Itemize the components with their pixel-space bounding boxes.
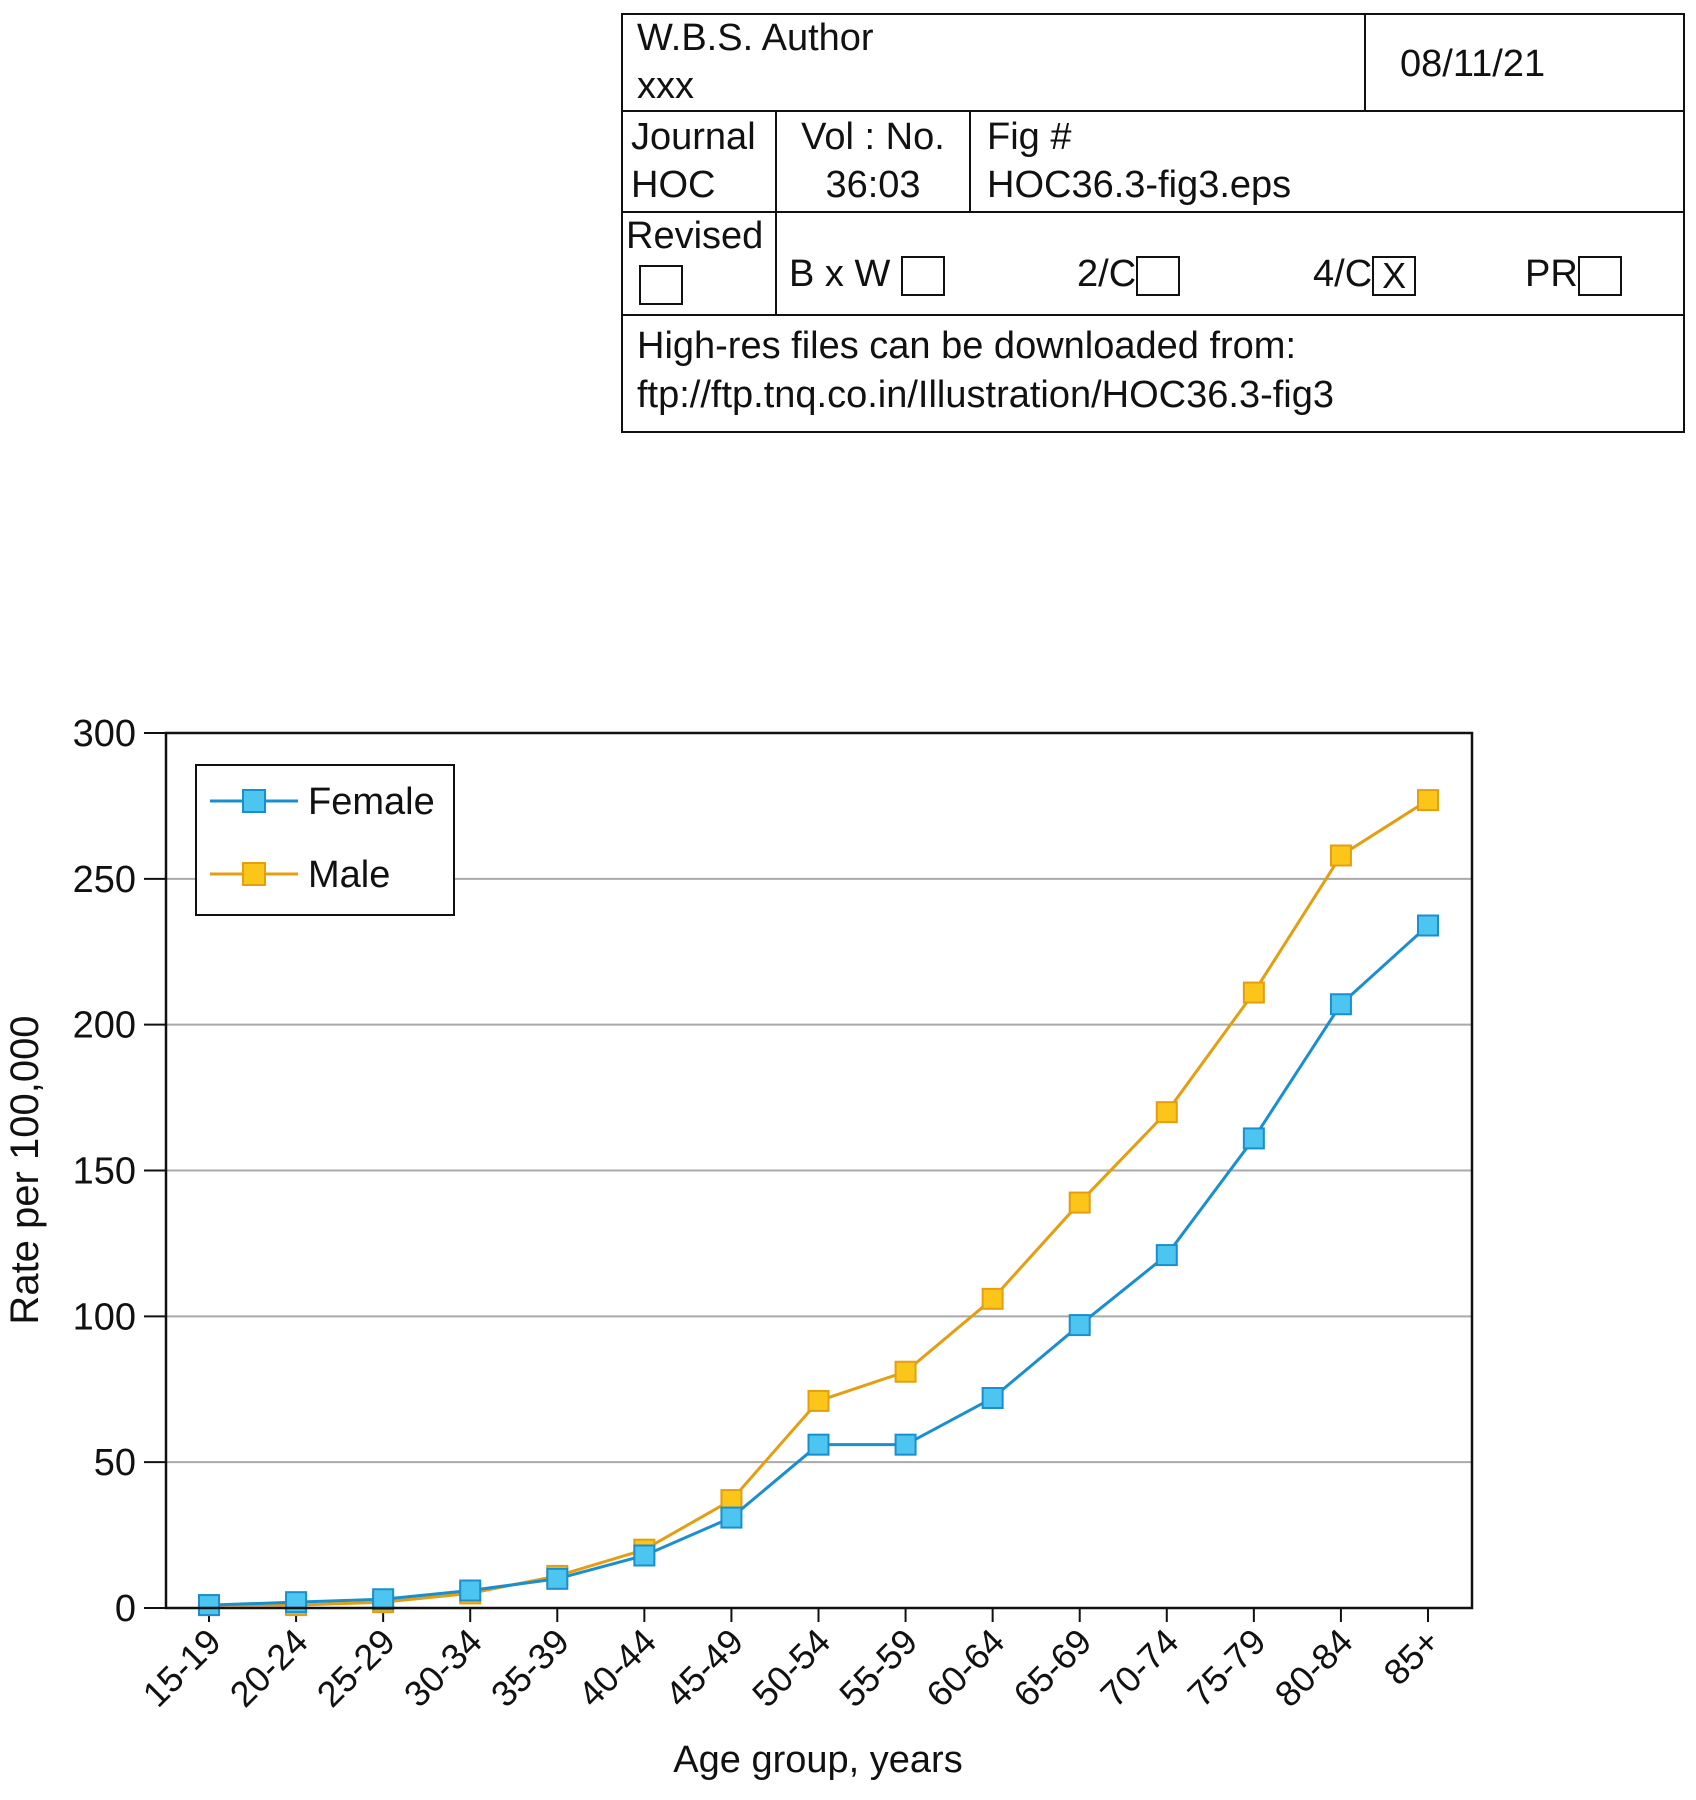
x-tick-label: 75-79 <box>1179 1621 1273 1715</box>
x-tick-label: 25-29 <box>309 1621 403 1715</box>
female-data-point <box>1068 1314 1091 1337</box>
line-chart: 0 50 100 150 200 250 300 15-1920-2425-2930-343… <box>3 713 1474 1781</box>
male-data-point <box>1417 789 1439 812</box>
x-tick-label: 30-34 <box>396 1621 490 1715</box>
download-line-2[interactable]: ftp://ftp.tnq.co.in/Illustration/HOC36.3… <box>637 374 1335 417</box>
male-data-point <box>1155 1101 1178 1124</box>
female-data-point <box>1417 914 1439 937</box>
option-2c-label: 2/C <box>1077 253 1137 295</box>
male-data-point <box>981 1287 1004 1310</box>
option-2c: 2/C <box>1077 251 1181 299</box>
y-tick-label: 300 <box>73 713 136 755</box>
author-cell: W.B.S. Author xxx <box>637 15 874 110</box>
plot-area-frame <box>164 731 1474 1610</box>
proof-row-journal: Journal HOC Vol : No. 36:03 Fig # HOC36.… <box>623 112 1683 213</box>
option-pr-label: PR <box>1525 253 1578 295</box>
male-data-point <box>1242 981 1265 1004</box>
x-tick-label: 60-64 <box>918 1621 1012 1715</box>
option-pr: PR <box>1525 251 1622 299</box>
option-bxw: B x W <box>789 251 945 299</box>
x-tick-label: 35-39 <box>483 1621 577 1715</box>
female-data-point <box>1242 1127 1265 1150</box>
female-data-point <box>1329 993 1352 1016</box>
legend-female-marker <box>242 789 266 813</box>
male-data-point <box>1068 1191 1091 1214</box>
legend: Female Male <box>195 764 455 916</box>
proof-info-box: W.B.S. Author xxx 08/11/21 Journal HOC V… <box>621 13 1685 433</box>
x-tick-label: 15-19 <box>135 1621 229 1715</box>
x-tick-label: 45-49 <box>657 1621 751 1715</box>
y-tick-label: 0 <box>115 1588 136 1630</box>
female-data-point <box>633 1544 656 1567</box>
gridlines <box>166 877 1472 1464</box>
journal-value: HOC <box>631 163 716 206</box>
female-data-point <box>372 1588 395 1611</box>
x-tick-label: 80-84 <box>1266 1621 1360 1715</box>
female-data-point <box>459 1579 482 1602</box>
female-data-point <box>981 1387 1004 1409</box>
female-series-line <box>208 924 1430 1607</box>
proof-date: 08/11/21 <box>1400 43 1546 85</box>
volume-cell: Vol : No. 36:03 <box>775 112 969 211</box>
author-value: xxx <box>637 64 694 107</box>
color-options-cell: B x W 2/C 4/C X PR <box>775 213 1683 314</box>
x-tick-label: 50-54 <box>744 1621 838 1715</box>
journal-cell: Journal HOC <box>631 112 777 211</box>
legend-male-marker <box>242 862 266 886</box>
x-tick-label: 20-24 <box>222 1621 316 1715</box>
male-data-point <box>807 1389 830 1412</box>
figure-label: Fig # <box>987 116 1072 158</box>
x-tick-label: 55-59 <box>831 1621 925 1715</box>
option-2c-checkbox[interactable] <box>1136 255 1181 296</box>
download-line-1: High-res files can be downloaded from: <box>637 325 1297 367</box>
male-series-line <box>209 798 1429 1607</box>
y-axis-ticks: 0 50 100 150 200 250 300 <box>73 713 166 1630</box>
option-4c-checkbox[interactable]: X <box>1372 255 1417 296</box>
proof-row-options: Revised B x W 2/C 4/C X PR <box>623 213 1683 316</box>
y-tick-label: 150 <box>73 1151 136 1193</box>
male-data-point <box>1329 844 1352 867</box>
option-4c-label: 4/C <box>1313 253 1373 295</box>
legend-male-label: Male <box>308 854 390 896</box>
date-cell: 08/11/21 <box>1364 15 1683 110</box>
figure-value: HOC36.3-fig3.eps <box>987 163 1292 206</box>
download-cell: High-res files can be downloaded from: f… <box>637 316 1683 433</box>
x-axis-ticks: 15-1920-2425-2930-3435-3940-4445-4950-54… <box>135 1608 1448 1715</box>
revised-label: Revised <box>626 215 764 257</box>
author-label: W.B.S. Author <box>637 17 874 59</box>
option-bxw-checkbox[interactable] <box>900 255 945 296</box>
revised-checkbox[interactable] <box>639 265 683 306</box>
female-data-point <box>546 1567 569 1590</box>
option-4c: 4/C X <box>1313 251 1417 299</box>
x-tick-label: 40-44 <box>570 1621 664 1715</box>
female-data-point <box>807 1433 830 1456</box>
figure-cell: Fig # HOC36.3-fig3.eps <box>969 112 1683 211</box>
option-pr-checkbox[interactable] <box>1577 255 1622 296</box>
journal-label: Journal <box>631 116 756 158</box>
proof-row-author: W.B.S. Author xxx 08/11/21 <box>623 15 1683 112</box>
proof-row-download: High-res files can be downloaded from: f… <box>623 316 1683 433</box>
volume-label: Vol : No. <box>801 116 945 158</box>
y-tick-label: 200 <box>73 1005 136 1047</box>
y-tick-label: 250 <box>73 859 136 901</box>
y-tick-label: 100 <box>73 1296 136 1338</box>
x-tick-label: 70-74 <box>1092 1621 1186 1715</box>
y-tick-label: 50 <box>94 1442 136 1484</box>
female-data-point <box>1155 1244 1178 1267</box>
option-bxw-label: B x W <box>789 253 891 295</box>
female-data-point <box>198 1594 220 1617</box>
female-data-point <box>720 1506 743 1529</box>
series-layer <box>198 789 1439 1617</box>
x-axis-label: Age group, years <box>673 1739 962 1781</box>
revised-cell: Revised <box>626 213 776 314</box>
legend-female-label: Female <box>308 781 435 823</box>
x-tick-label: 65-69 <box>1005 1621 1099 1715</box>
female-data-point <box>894 1433 917 1456</box>
volume-value: 36:03 <box>825 163 921 206</box>
x-tick-label: 85+ <box>1375 1621 1447 1693</box>
legend-box <box>195 764 455 916</box>
male-data-point <box>894 1360 917 1383</box>
y-axis-label: Rate per 100,000 <box>3 1015 47 1324</box>
